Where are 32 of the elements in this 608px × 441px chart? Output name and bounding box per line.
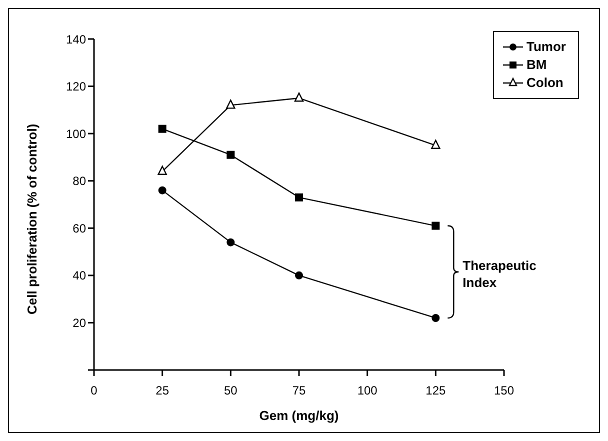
- x-tick-label: 125: [426, 384, 446, 398]
- point: [226, 150, 235, 159]
- y-tick-label: 20: [72, 316, 86, 330]
- x-axis-title: Gem (mg/kg): [259, 408, 339, 423]
- y-tick-label: 40: [72, 268, 86, 283]
- point: [158, 166, 167, 175]
- x-tick-label: 100: [357, 384, 378, 398]
- point: [226, 238, 235, 246]
- point: [431, 140, 440, 149]
- y-tick-label: 140: [66, 32, 86, 46]
- point: [295, 271, 303, 280]
- y-axis-title: Cell proliferation (% of control): [24, 124, 40, 314]
- point: [294, 92, 304, 102]
- x-tick-label: 25: [156, 384, 170, 398]
- x-tick-label: 50: [224, 384, 238, 398]
- y-tick-label: 120: [66, 80, 86, 94]
- point: [158, 124, 166, 133]
- point: [432, 314, 440, 322]
- point: [432, 222, 440, 230]
- point: [295, 193, 303, 202]
- legend-label: BM: [526, 56, 547, 74]
- point: [158, 186, 166, 194]
- x-tick-label: 150: [494, 384, 514, 398]
- legend-label: Colon: [526, 74, 564, 92]
- y-tick-label: 100: [66, 126, 86, 141]
- point: [226, 100, 236, 109]
- y-tick-label: 60: [72, 221, 86, 236]
- legend-label: Tumor: [526, 38, 566, 56]
- x-tick-label: 0: [90, 384, 98, 398]
- annotation: Therapeutic Index: [462, 258, 536, 290]
- x-tick-label: 75: [292, 384, 306, 398]
- y-tick-label: 80: [72, 174, 86, 188]
